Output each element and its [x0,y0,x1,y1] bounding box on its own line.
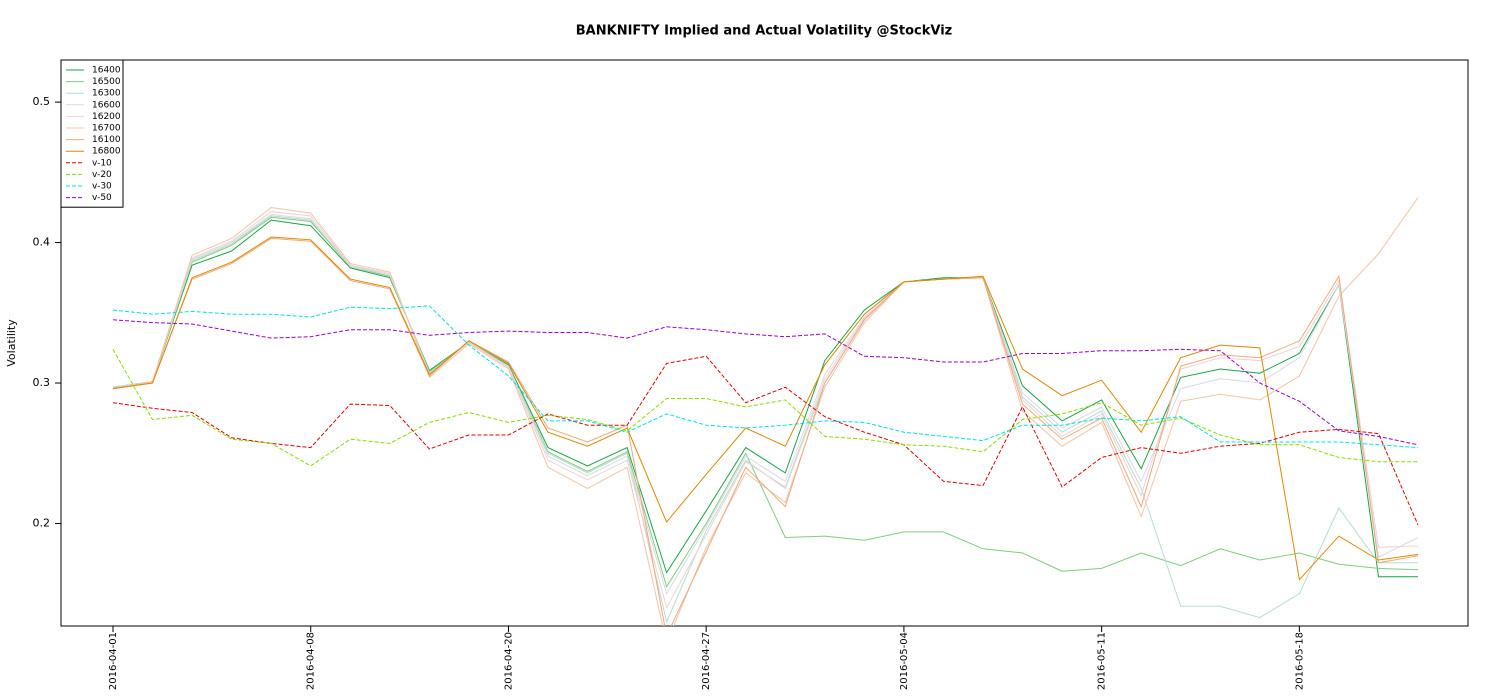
legend-label: 16300 [92,89,121,99]
x-tick-label: 2016-05-11 [1097,632,1108,690]
legend-label: 16700 [92,124,121,134]
x-tick-label: 2016-05-18 [1294,632,1305,690]
series-line [112,237,1419,626]
series-line [112,355,1419,526]
plot-frame [60,59,1469,627]
series-line [112,305,1419,449]
legend-label: 16800 [92,147,121,157]
y-tick-label: 0.2 [33,516,51,529]
y-tick-label: 0.3 [33,376,51,389]
legend-label: 16100 [92,135,121,145]
x-tick-label: 2016-04-08 [306,632,317,690]
series-line [112,197,1419,626]
legend-label: 16400 [92,66,121,76]
chart-title: BANKNIFTY Implied and Actual Volatility … [576,24,952,39]
y-tick-label: 0.5 [33,95,51,108]
x-tick-label: 2016-04-27 [701,632,712,690]
series-line [112,236,1419,581]
series-line [112,213,1419,595]
legend-label: v-30 [92,182,112,192]
legend-label: v-20 [92,170,112,180]
series-line [112,219,1418,578]
series-line [112,349,1418,467]
plot-area [112,197,1419,626]
legend-label: 16600 [92,100,121,110]
legend-label: v-10 [92,158,112,168]
legend-box [60,59,124,208]
series-line [112,211,1419,610]
x-tick-label: 2016-04-01 [108,632,119,690]
x-tick-label: 2016-04-20 [503,632,514,690]
series-line [112,319,1419,446]
y-axis-label: Volatility [5,319,18,367]
y-tick-label: 0.4 [33,236,51,249]
series-line [112,215,1418,624]
series-line [112,216,1419,588]
legend-label: 16500 [92,77,121,87]
legend-label: v-50 [92,193,112,203]
x-tick-label: 2016-05-04 [899,632,910,690]
legend-label: 16200 [92,112,121,122]
